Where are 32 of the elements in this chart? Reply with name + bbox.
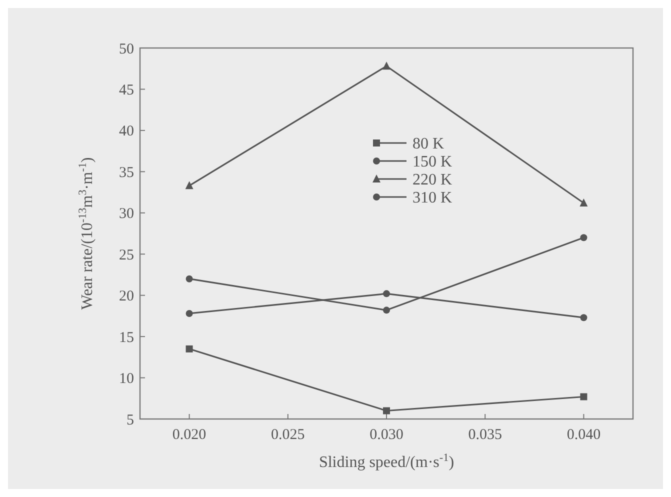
legend-label: 80 K: [412, 136, 444, 153]
y-tick-label: 15: [119, 330, 134, 346]
legend-label: 310 K: [412, 190, 452, 207]
y-tick-label: 40: [119, 124, 134, 140]
y-tick-label: 25: [119, 247, 134, 264]
point: [383, 290, 390, 298]
point: [186, 310, 193, 317]
x-tick-label: 0.020: [172, 427, 206, 443]
point: [186, 345, 193, 352]
point: [185, 181, 194, 190]
point: [383, 407, 390, 414]
y-tick-label: 20: [119, 288, 134, 305]
point: [383, 306, 390, 314]
legend-label: 150 K: [412, 154, 452, 171]
x-tick-label: 0.025: [271, 427, 305, 443]
y-tick-label: 50: [119, 41, 134, 58]
point: [580, 234, 588, 242]
y-tick-label: 45: [119, 82, 134, 98]
y-tick-label: 10: [119, 371, 134, 388]
point: [580, 198, 588, 206]
y-tick-label: 30: [119, 206, 134, 222]
y-tick-label: 5: [126, 412, 134, 428]
point: [382, 62, 390, 70]
x-tick-label: 0.030: [370, 427, 404, 443]
x-axis-title: Sliding speed/(m·s$^{-1}$): [318, 452, 454, 471]
x-tick-label: 0.040: [566, 427, 601, 443]
legend-label: 220 K: [412, 172, 452, 189]
x-tick-label: 0.035: [468, 427, 502, 443]
point: [580, 393, 588, 400]
point: [580, 314, 588, 322]
point: [186, 275, 193, 282]
y-tick-label: 35: [119, 164, 134, 181]
